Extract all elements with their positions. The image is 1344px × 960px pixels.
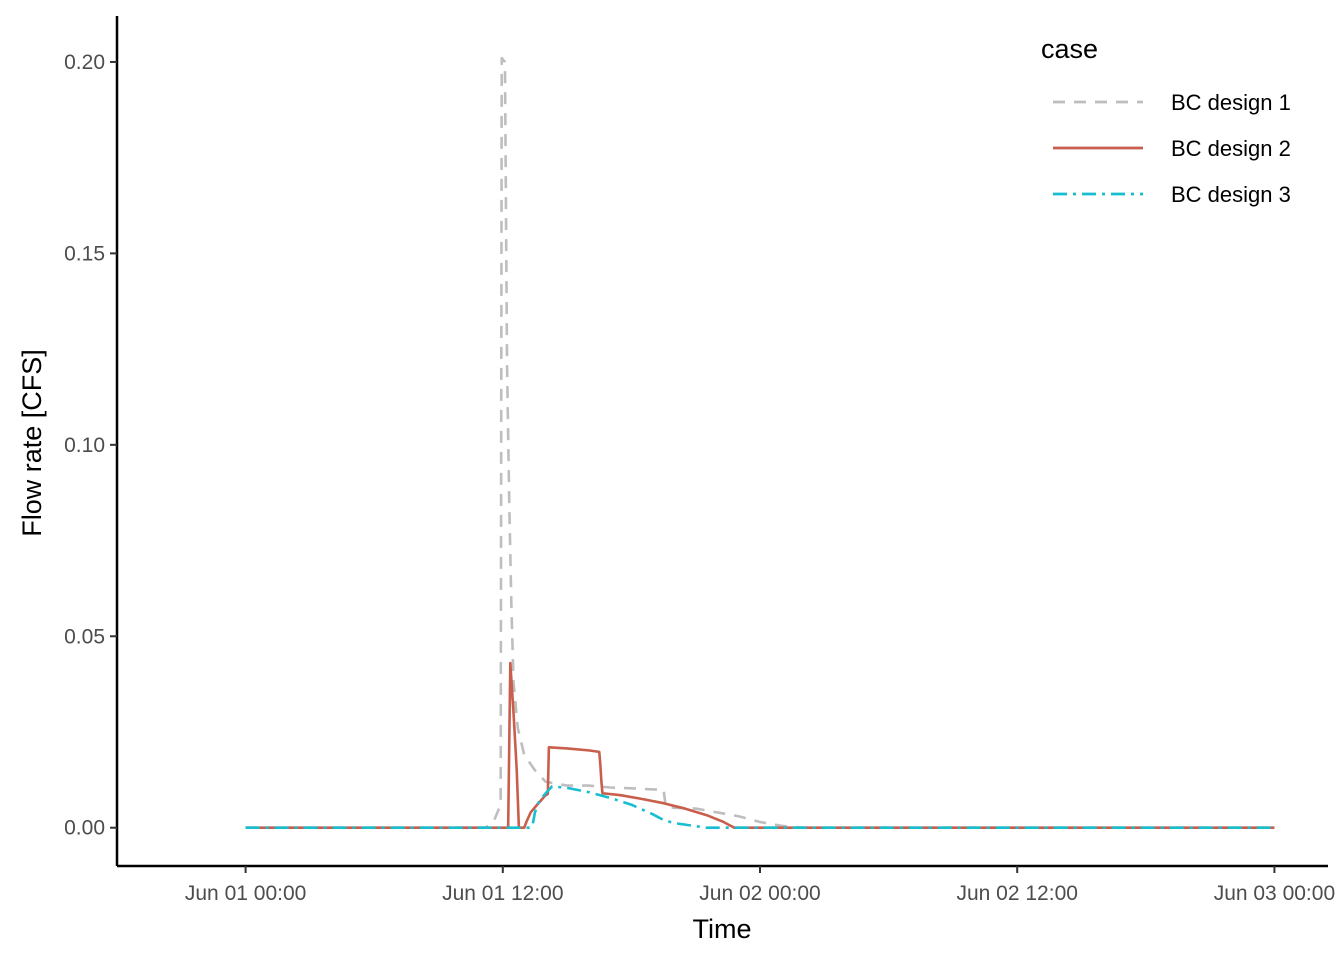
- series-line-1: [245, 56, 1275, 830]
- y-axis-ticks: 0.00 0.05 0.10 0.15 0.20: [64, 51, 117, 840]
- legend-label-2: BC design 2: [1171, 136, 1291, 161]
- y-tick-label: 0.20: [64, 51, 105, 74]
- x-axis-ticks: Jun 01 00:00 Jun 01 12:00 Jun 02 00:00 Jun …: [185, 866, 1335, 905]
- x-tick-label: Jun 03 00:00: [1214, 882, 1335, 905]
- x-axis-title: Time: [693, 914, 752, 944]
- legend: case BC design 1 BC design 2 BC design 3: [1041, 34, 1291, 207]
- legend-title: case: [1041, 34, 1098, 64]
- x-tick-label: Jun 01 00:00: [185, 882, 306, 905]
- y-axis-title: Flow rate [CFS]: [17, 349, 47, 537]
- series-layer: [245, 56, 1275, 830]
- plot-area: 0.000.050.100.150.20 Jun 01 00:00 Jun 01 …: [64, 16, 1335, 905]
- y-tick-label: 0.10: [64, 434, 105, 457]
- y-tick-label: 0.05: [64, 625, 105, 648]
- series-line-2: [245, 661, 1275, 830]
- y-tick-label: 0.15: [64, 242, 105, 265]
- x-tick-label: Jun 02 12:00: [956, 882, 1077, 905]
- legend-label-1: BC design 1: [1171, 90, 1291, 115]
- series-line-3: [245, 785, 1275, 830]
- x-tick-label: Jun 02 00:00: [699, 882, 820, 905]
- x-tick-label: Jun 01 12:00: [442, 882, 563, 905]
- y-tick-label: 0.00: [64, 817, 105, 840]
- legend-label-3: BC design 3: [1171, 182, 1291, 207]
